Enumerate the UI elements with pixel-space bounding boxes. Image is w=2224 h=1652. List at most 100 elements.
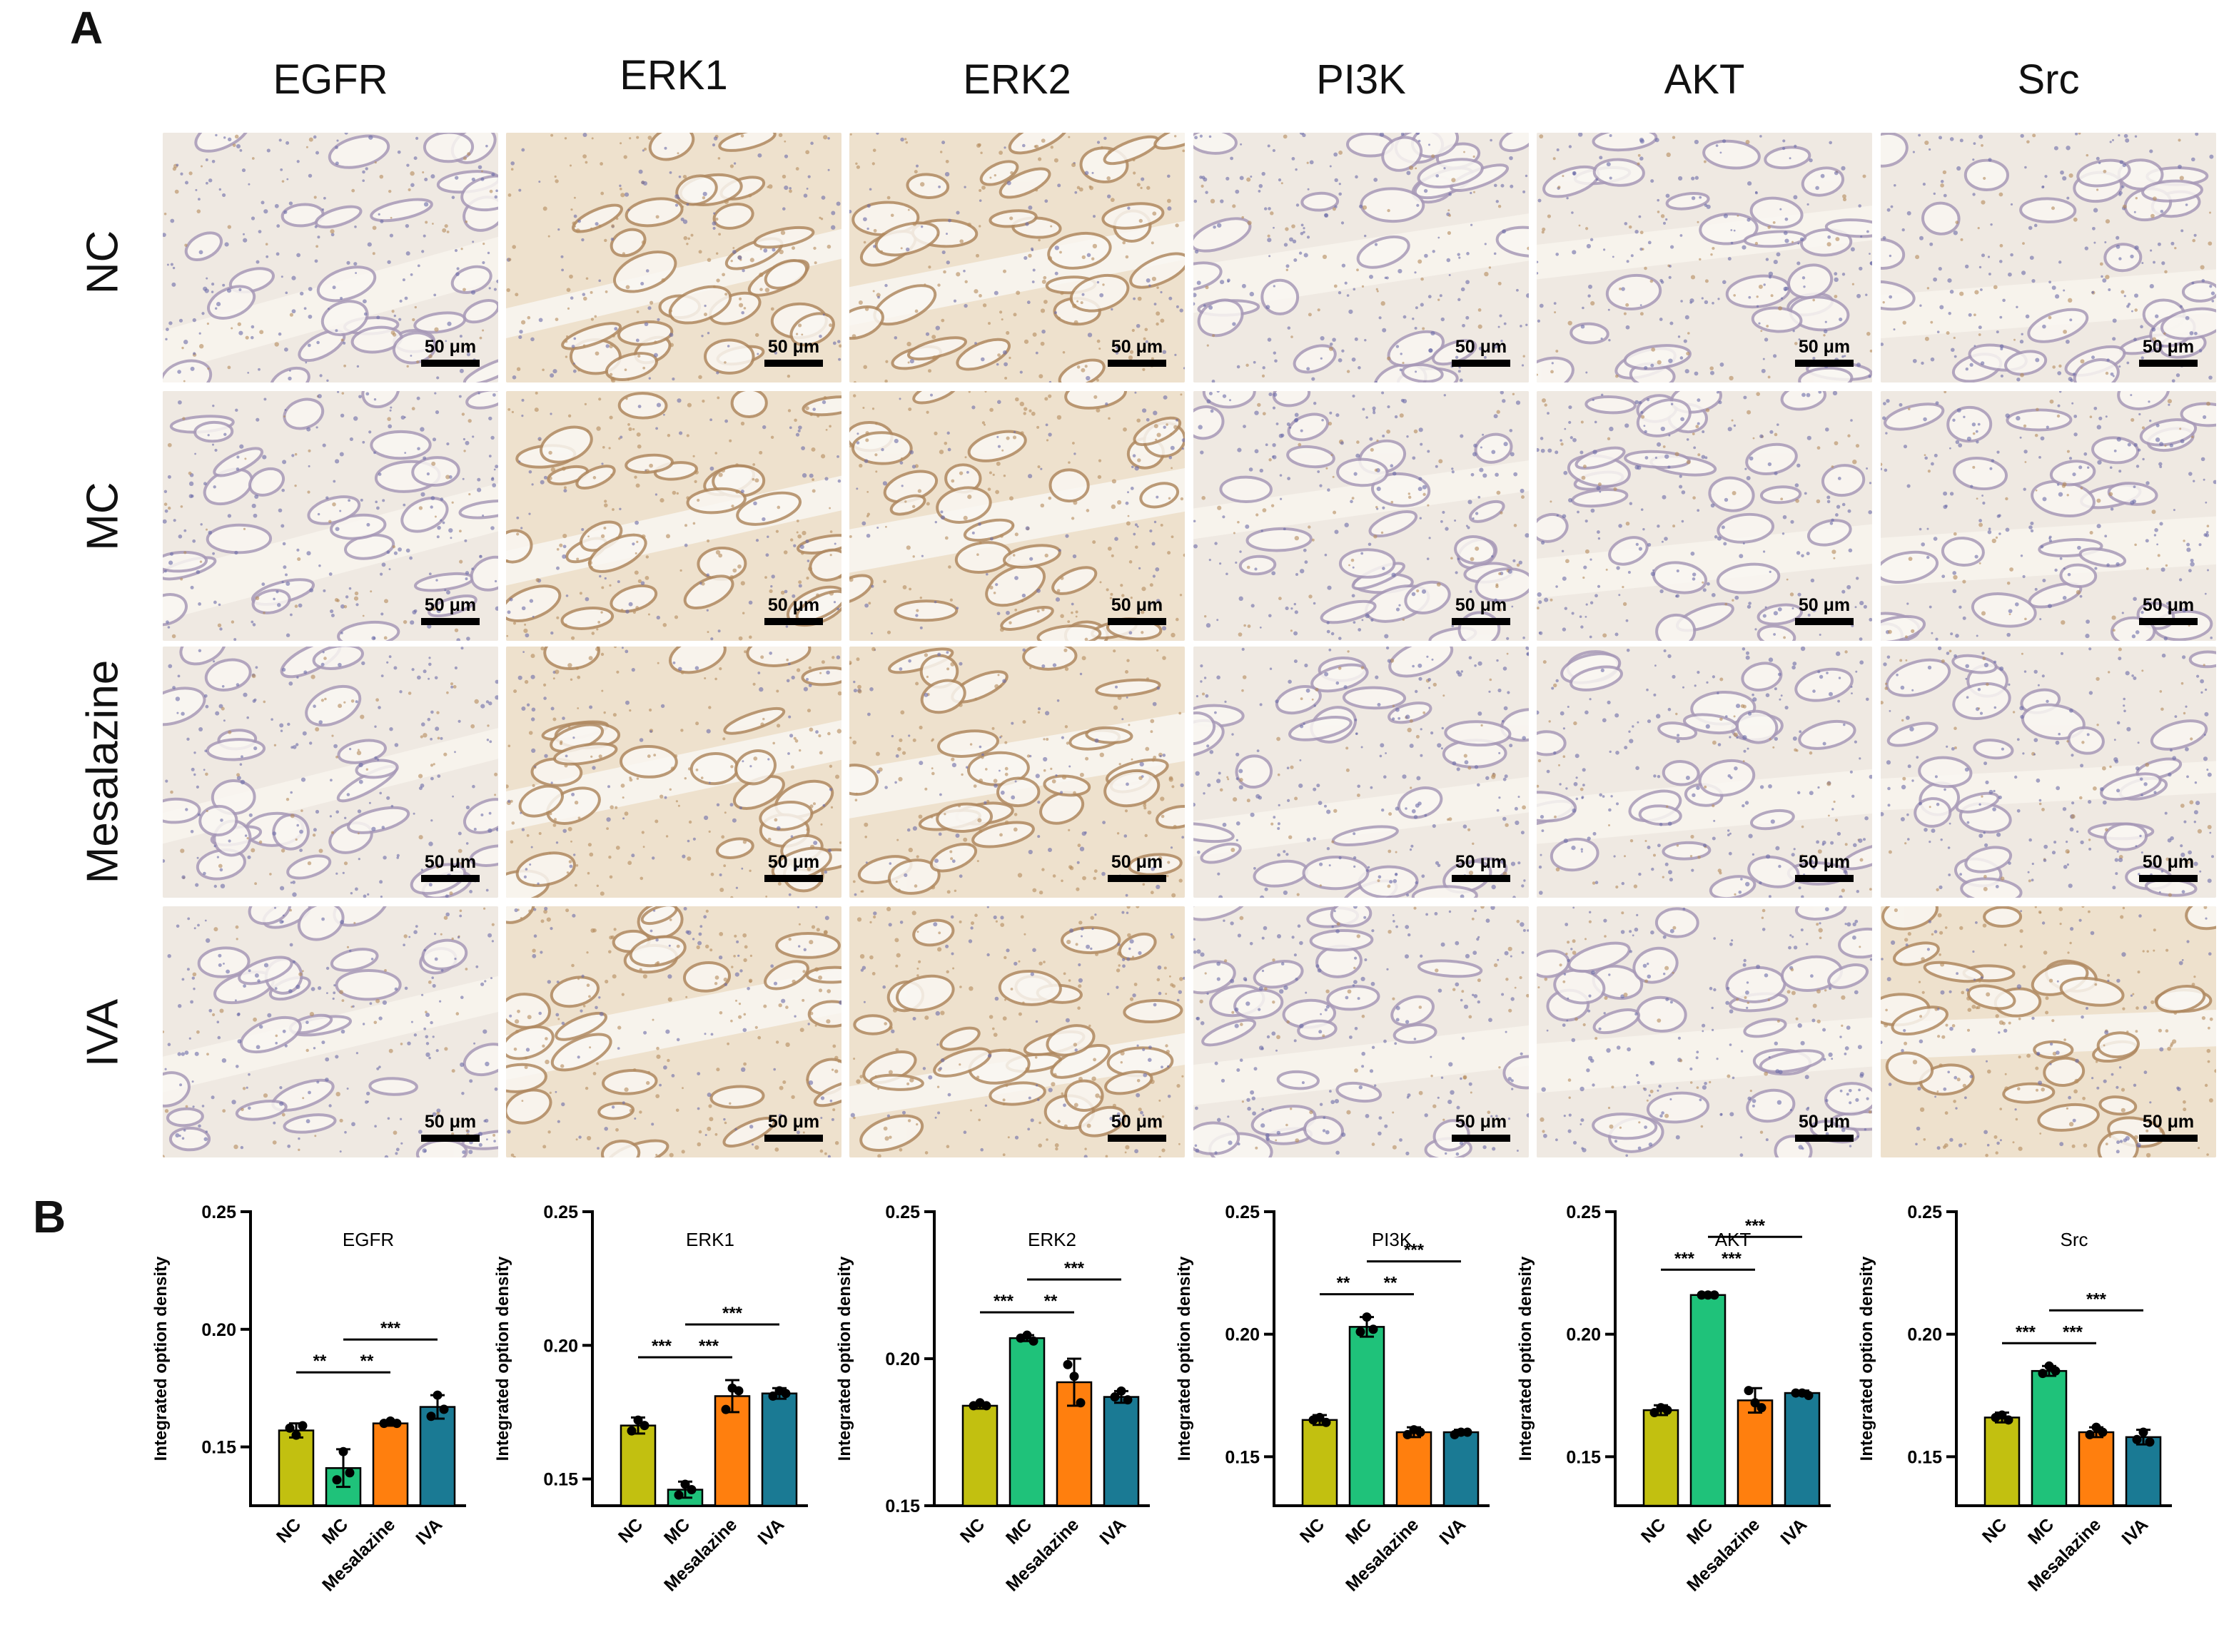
bar-iva [1442,1431,1480,1507]
x-tick-label-iva: IVA [412,1514,446,1549]
scale-bar-label: 50 μm [2142,852,2195,872]
y-tick-label: 0.15 [543,1470,578,1490]
scale-bar-line [2139,360,2198,367]
scale-bar-label: 50 μm [1455,337,1507,357]
data-point [680,1479,690,1489]
data-point [1662,1405,1672,1415]
scale-bar-label: 50 μm [2142,337,2195,357]
scale-bar: 50 μm [421,597,480,625]
x-tick-label-mc: MC [1342,1514,1375,1548]
scale-bar-line [2139,875,2198,882]
data-point [774,1386,784,1396]
x-tick-label-mesalazine: Mesalazine [660,1514,741,1595]
column-header-erk2: ERK2 [963,56,1071,103]
x-tick-label-nc: NC [1637,1514,1669,1546]
scale-bar-line [421,1135,480,1142]
tissue-texture [849,647,1185,898]
y-axis-label: Integrated option density [151,1256,171,1461]
y-tick-label: 0.25 [1907,1202,1942,1222]
chart-title: EGFR [343,1229,394,1250]
tissue-texture [1881,647,2216,898]
data-point [1703,1290,1713,1300]
tissue-texture [163,906,498,1157]
data-point [1123,1395,1133,1405]
scale-bar-line [1452,875,1510,882]
scale-bar-line [421,618,480,625]
micrograph-erk1-mesalazine: 50 μm [506,647,841,898]
data-point [2091,1422,2101,1432]
tissue-texture [1881,391,2216,641]
scale-bar-label: 50 μm [1798,1112,1851,1132]
scale-bar-line [764,875,823,882]
scale-bar-label: 50 μm [767,337,820,357]
x-tick-label-mc: MC [660,1514,694,1548]
x-tick-label-iva: IVA [754,1514,788,1549]
data-point [426,1412,436,1422]
scale-bar: 50 μm [421,1113,480,1142]
scale-bar-line [764,1135,823,1142]
data-point [1450,1429,1460,1439]
x-tick-label-mc: MC [318,1514,352,1548]
bar-nc [1983,1417,2021,1507]
y-tick-label: 0.25 [885,1202,920,1222]
bar-mesalazine [714,1395,751,1507]
x-tick-label-nc: NC [615,1514,647,1546]
x-tick-label-iva: IVA [2118,1514,2152,1549]
significance-label: *** [1404,1241,1425,1260]
x-tick-label-mesalazine: Mesalazine [1002,1514,1083,1595]
x-tick-label-nc: NC [1978,1514,2011,1546]
scale-bar: 50 μm [764,338,823,367]
tissue-texture [1881,133,2216,382]
x-tick-label-iva: IVA [1096,1514,1130,1549]
scale-bar-line [1795,360,1854,367]
scale-bar-label: 50 μm [424,1112,477,1132]
data-point [2044,1361,2054,1371]
scale-bar-label: 50 μm [1798,337,1851,357]
scale-bar-line [421,360,480,367]
micrograph-pi3k-iva: 50 μm [1193,906,1529,1157]
scale-bar-label: 50 μm [2142,1112,2195,1132]
data-point [1797,1388,1807,1398]
tissue-texture [1193,391,1529,641]
scale-bar: 50 μm [2139,338,2198,367]
data-point [768,1391,778,1401]
micrograph-src-iva: 50 μm [1881,906,2216,1157]
data-point [1321,1417,1331,1427]
data-point [385,1416,395,1426]
scale-bar: 50 μm [2139,597,2198,625]
data-point [1355,1327,1365,1337]
scale-bar: 50 μm [2139,1113,2198,1142]
chart-title: ERK1 [686,1229,734,1250]
y-tick-label: 0.25 [1225,1202,1260,1222]
micrograph-akt-nc: 50 μm [1537,133,1872,382]
scale-bar: 50 μm [1795,1113,1854,1142]
micrograph-erk2-mesalazine: 50 μm [849,647,1185,898]
tissue-texture [163,133,498,382]
micrograph-src-mesalazine: 50 μm [1881,647,2216,898]
x-tick-label-iva: IVA [1776,1514,1811,1549]
column-header-egfr: EGFR [273,56,388,103]
significance-label: *** [2063,1322,2083,1342]
scale-bar: 50 μm [764,597,823,625]
significance-label: *** [2016,1322,2036,1342]
tissue-texture [506,647,841,898]
scale-bar-line [764,618,823,625]
data-point [1402,1429,1412,1439]
scale-bar: 50 μm [1108,1113,1166,1142]
data-point [633,1415,643,1425]
micrograph-egfr-nc: 50 μm [163,133,498,382]
data-point [734,1386,744,1396]
tissue-texture [506,133,841,382]
data-point [2145,1437,2155,1447]
scale-bar: 50 μm [1795,853,1854,882]
y-axis-label: Integrated option density [1175,1256,1194,1461]
significance-label: ** [1384,1274,1397,1293]
data-point [981,1401,991,1411]
scale-bar-label: 50 μm [424,595,477,615]
micrograph-egfr-iva: 50 μm [163,906,498,1157]
significance-label: *** [1674,1249,1695,1268]
significance-label: ** [360,1352,374,1371]
micrograph-egfr-mc: 50 μm [163,391,498,641]
scale-bar-label: 50 μm [1455,852,1507,872]
data-point [687,1485,697,1495]
